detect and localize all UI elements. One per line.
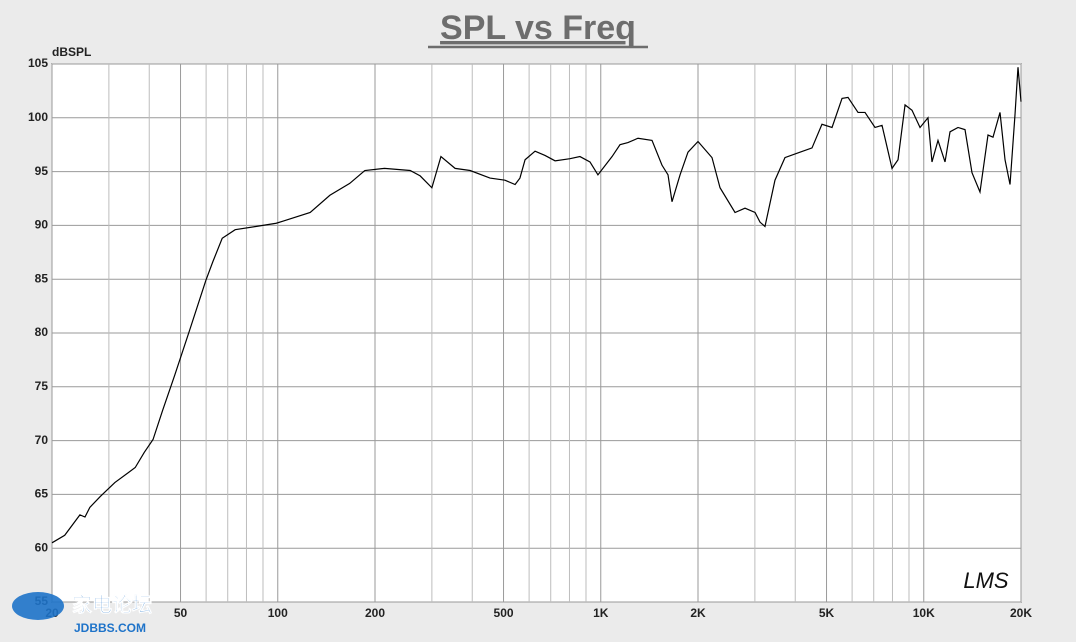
x-tick-label: 20K (1010, 606, 1032, 620)
logo-text: 家电论坛 (72, 592, 152, 616)
x-tick-label: 50 (174, 606, 188, 620)
x-tick-label: 100 (268, 606, 288, 620)
y-tick-label: 70 (35, 433, 49, 447)
x-tick-label: 5K (819, 606, 835, 620)
y-tick-label: 80 (35, 325, 49, 339)
spl-curve (51, 67, 1022, 544)
chart-title: SPL vs Freq (440, 9, 636, 47)
y-tick-label: 100 (28, 110, 48, 124)
x-tick-label: 200 (365, 606, 385, 620)
y-axis-label: dBSPL (52, 45, 91, 59)
y-tick-label: 95 (35, 164, 49, 178)
x-tick-label: 10K (913, 606, 935, 620)
logo-icon (12, 592, 64, 620)
x-tick-label: 2K (690, 606, 706, 620)
y-tick-label: 105 (28, 56, 48, 70)
y-tick-label: 65 (35, 487, 49, 501)
y-tick-label: 90 (35, 218, 49, 232)
y-tick-label: 75 (35, 379, 49, 393)
logo-url: JDBBS.COM (74, 621, 146, 635)
y-tick-label: 85 (35, 271, 49, 285)
x-tick-label: 500 (494, 606, 514, 620)
x-tick-label: 1K (593, 606, 609, 620)
watermark: LMS (963, 568, 1009, 593)
y-tick-label: 60 (35, 540, 49, 554)
